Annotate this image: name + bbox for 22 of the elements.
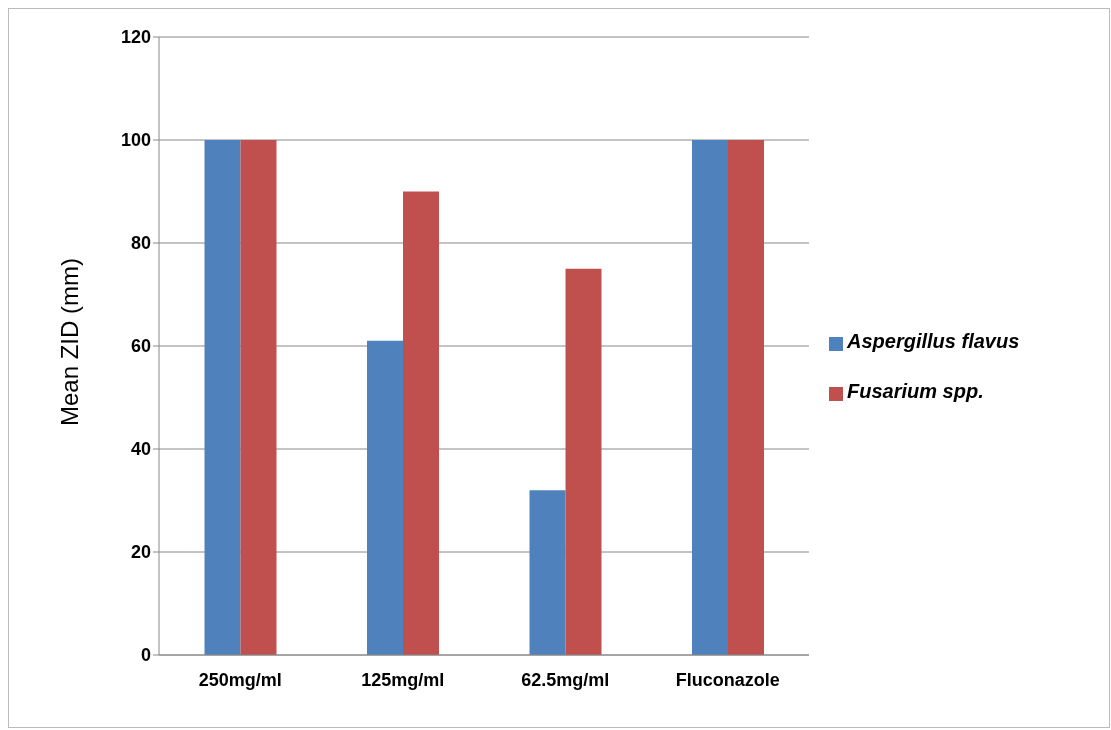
bar: [240, 140, 277, 655]
bar: [529, 490, 566, 655]
y-tick-label: 20: [130, 542, 151, 563]
x-tick-label: 125mg/ml: [361, 669, 445, 690]
y-tick-label: 120: [120, 27, 151, 48]
bar: [204, 140, 241, 655]
y-axis-title: Mean ZID (mm): [55, 258, 83, 426]
bar: [367, 340, 403, 655]
y-tick-label: 60: [130, 336, 151, 357]
bar: [692, 140, 728, 655]
y-tick-label: 80: [130, 233, 151, 254]
legend-label: Aspergillus flavus: [847, 330, 1020, 352]
y-tick-label: 0: [140, 645, 151, 666]
bar: [565, 268, 602, 655]
x-tick-label: 250mg/ml: [198, 669, 282, 690]
y-tick-label: 100: [120, 130, 151, 151]
y-tick-label: 40: [130, 439, 151, 460]
x-tick-label: 62.5mg/ml: [521, 669, 610, 690]
x-tick-label: Fluconazole: [675, 669, 780, 690]
bar: [728, 140, 764, 655]
bar: [403, 191, 439, 655]
legend-label: Fusarium spp.: [847, 380, 984, 402]
